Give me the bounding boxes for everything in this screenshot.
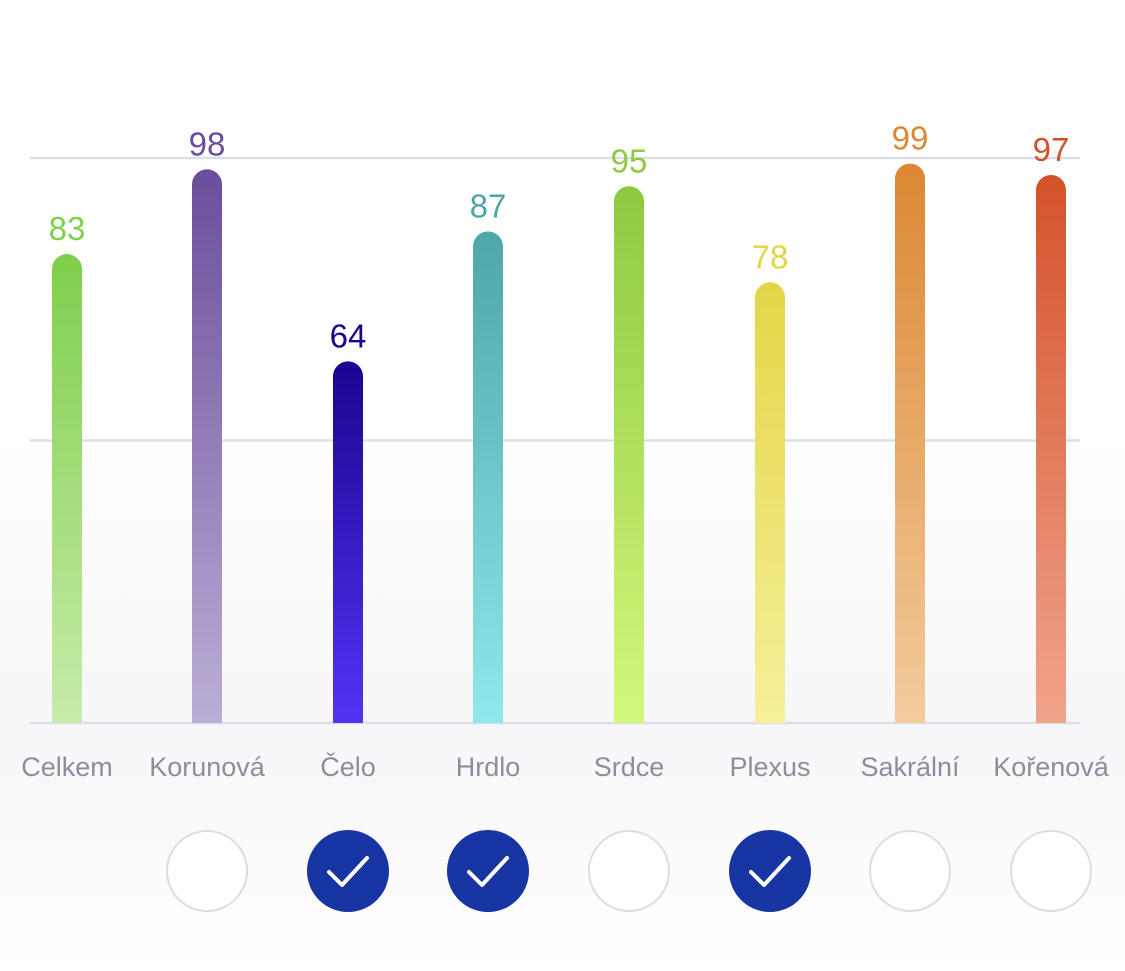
value-label-Čelo: 64 <box>330 317 367 354</box>
toggle-Plexus[interactable] <box>729 830 811 912</box>
bar-Kořenová <box>1036 174 1066 723</box>
toggle-Korunová[interactable] <box>166 830 248 912</box>
value-label-Korunová: 98 <box>189 125 226 162</box>
bar-Sakrální <box>895 163 925 723</box>
category-label: Celkem <box>21 752 113 782</box>
checkmark-icon <box>749 856 791 887</box>
toggle-Srdce[interactable] <box>588 830 670 912</box>
toggle-Hrdlo[interactable] <box>447 830 529 912</box>
category-label: Plexus <box>729 752 811 782</box>
category-label: Sakrální <box>860 752 960 782</box>
value-label-Celkem: 83 <box>49 210 86 247</box>
bar-chart: 83 98 64 87 95 78 99 97 <box>30 120 1080 725</box>
checkmark-icon <box>467 856 509 887</box>
bar-Hrdlo <box>473 231 504 723</box>
toggle-Kořenová[interactable] <box>1010 830 1092 912</box>
category-label: Hrdlo <box>455 752 521 782</box>
category-label: Kořenová <box>993 752 1109 782</box>
toggle-Čelo[interactable] <box>307 830 389 912</box>
value-label-Hrdlo: 87 <box>470 187 507 224</box>
checkmark-icon <box>327 856 369 887</box>
bar-Celkem <box>52 254 83 724</box>
category-label: Srdce <box>593 752 665 782</box>
value-label-Srdce: 95 <box>611 142 648 179</box>
value-label-Plexus: 78 <box>752 238 789 275</box>
bar-Čelo <box>333 361 363 723</box>
bar-Korunová <box>192 169 222 723</box>
category-label: Čelo <box>320 752 376 782</box>
value-label-Kořenová: 97 <box>1033 131 1070 168</box>
bar-Srdce <box>614 186 644 723</box>
category-label: Korunová <box>149 752 265 782</box>
bar-Plexus <box>755 282 785 723</box>
toggle-Sakrální[interactable] <box>869 830 951 912</box>
value-label-Sakrální: 99 <box>892 120 929 157</box>
